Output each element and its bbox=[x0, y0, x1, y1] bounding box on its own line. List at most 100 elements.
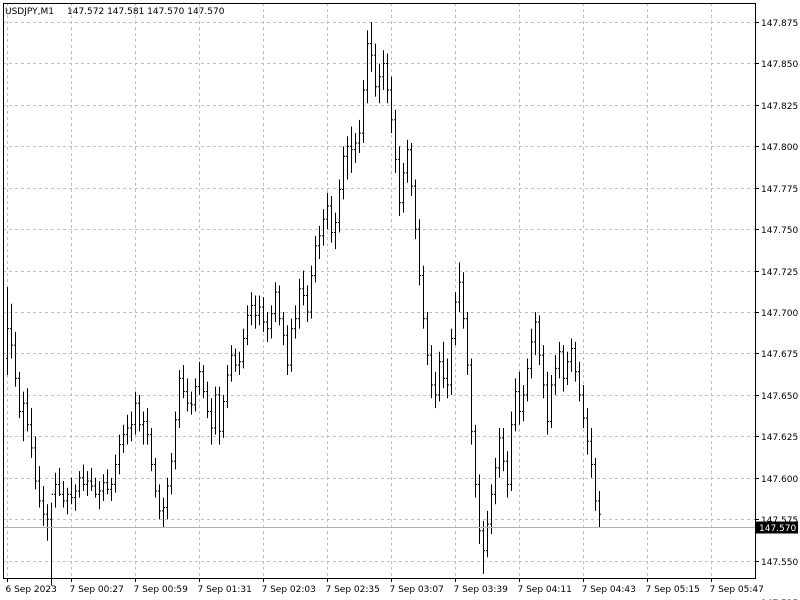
ohlc-bar[interactable] bbox=[354, 133, 357, 163]
ohlc-bar[interactable] bbox=[22, 391, 25, 442]
ohlc-bar[interactable] bbox=[462, 272, 465, 329]
ohlc-bar[interactable] bbox=[154, 457, 157, 498]
ohlc-bar[interactable] bbox=[190, 391, 193, 415]
ohlc-bar[interactable] bbox=[78, 471, 81, 498]
ohlc-bar[interactable] bbox=[362, 80, 365, 144]
ohlc-bar[interactable] bbox=[578, 361, 581, 402]
ohlc-bar[interactable] bbox=[174, 411, 177, 470]
ohlc-bar[interactable] bbox=[566, 351, 569, 385]
ohlc-bar[interactable] bbox=[90, 467, 93, 492]
ohlc-bar[interactable] bbox=[230, 345, 233, 382]
ohlc-bar[interactable] bbox=[150, 428, 153, 472]
ohlc-bar[interactable] bbox=[550, 375, 553, 429]
ohlc-bar[interactable] bbox=[538, 315, 541, 366]
ohlc-bar[interactable] bbox=[318, 225, 321, 260]
ohlc-bar[interactable] bbox=[214, 386, 217, 435]
ohlc-bar[interactable] bbox=[586, 408, 589, 455]
ohlc-bar[interactable] bbox=[414, 179, 417, 240]
ohlc-bar[interactable] bbox=[70, 477, 73, 505]
price-axis[interactable]: 147.875 147.850 147.825 147.800 147.775 147.7… bbox=[755, 19, 798, 600]
ohlc-bar[interactable] bbox=[198, 361, 201, 395]
ohlc-bar[interactable] bbox=[530, 328, 533, 379]
ohlc-bar[interactable] bbox=[558, 341, 561, 379]
ohlc-bar[interactable] bbox=[138, 394, 141, 432]
ohlc-bar[interactable] bbox=[426, 312, 429, 366]
ohlc-bar[interactable] bbox=[458, 262, 461, 313]
ohlc-bar[interactable] bbox=[126, 414, 129, 445]
ohlc-bar[interactable] bbox=[242, 328, 245, 369]
ohlc-bar[interactable] bbox=[218, 386, 221, 445]
ohlc-bar[interactable] bbox=[182, 365, 185, 399]
ohlc-bar[interactable] bbox=[410, 143, 413, 197]
ohlc-bar[interactable] bbox=[274, 282, 277, 322]
ohlc-bar[interactable] bbox=[302, 270, 305, 306]
ohlc-bar[interactable] bbox=[254, 295, 257, 329]
ohlc-bar[interactable] bbox=[282, 312, 285, 346]
ohlc-bar[interactable] bbox=[314, 235, 317, 283]
ohlc-bar[interactable] bbox=[430, 345, 433, 399]
ohlc-bar[interactable] bbox=[106, 469, 109, 495]
ohlc-bar[interactable] bbox=[358, 119, 361, 153]
ohlc-bar[interactable] bbox=[194, 378, 197, 412]
ohlc-bar[interactable] bbox=[290, 318, 293, 372]
ohlc-bar[interactable] bbox=[122, 424, 125, 453]
ohlc-bar[interactable] bbox=[510, 411, 513, 492]
ohlc-bar[interactable] bbox=[206, 381, 209, 419]
ohlc-bar[interactable] bbox=[322, 209, 325, 246]
ohlc-bar[interactable] bbox=[14, 331, 17, 387]
ohlc-bar[interactable] bbox=[590, 428, 593, 478]
ohlc-bar[interactable] bbox=[326, 192, 329, 230]
ohlc-bar[interactable] bbox=[162, 497, 165, 528]
ohlc-bar[interactable] bbox=[114, 454, 117, 493]
ohlc-bar[interactable] bbox=[574, 341, 577, 382]
ohlc-bar[interactable] bbox=[450, 328, 453, 395]
ohlc-bar[interactable] bbox=[170, 452, 173, 495]
ohlc-bar[interactable] bbox=[378, 63, 381, 104]
ohlc-bar[interactable] bbox=[494, 457, 497, 505]
ohlc-bar[interactable] bbox=[478, 474, 481, 545]
ohlc-bar[interactable] bbox=[390, 76, 393, 134]
ohlc-bar[interactable] bbox=[382, 50, 385, 90]
ohlc-bar[interactable] bbox=[186, 378, 189, 412]
ohlc-bar[interactable] bbox=[486, 510, 489, 558]
ohlc-bar[interactable] bbox=[394, 109, 397, 173]
ohlc-bar[interactable] bbox=[74, 484, 77, 511]
ohlc-bar[interactable] bbox=[46, 504, 49, 541]
ohlc-bar[interactable] bbox=[562, 345, 565, 392]
ohlc-bar[interactable] bbox=[366, 30, 369, 104]
ohlc-bar[interactable] bbox=[334, 212, 337, 250]
ohlc-bar[interactable] bbox=[278, 285, 281, 326]
ohlc-bar[interactable] bbox=[250, 292, 253, 326]
ohlc-bar[interactable] bbox=[498, 428, 501, 478]
ohlc-bar[interactable] bbox=[338, 179, 341, 233]
ohlc-bar[interactable] bbox=[582, 384, 585, 429]
ohlc-bar[interactable] bbox=[110, 477, 113, 501]
ohlc-bar[interactable] bbox=[34, 436, 37, 490]
ohlc-bar[interactable] bbox=[446, 358, 449, 399]
ohlc-bar[interactable] bbox=[330, 196, 333, 243]
ohlc-bar[interactable] bbox=[42, 486, 45, 526]
ohlc-bar[interactable] bbox=[202, 365, 205, 399]
ohlc-bar[interactable] bbox=[386, 53, 389, 104]
ohlc-bar[interactable] bbox=[118, 434, 121, 475]
ohlc-bar[interactable] bbox=[86, 471, 89, 496]
ohlc-bar[interactable] bbox=[82, 464, 85, 492]
ohlc-bar[interactable] bbox=[546, 371, 549, 435]
ohlc-bar[interactable] bbox=[50, 493, 53, 586]
ohlc-bar[interactable] bbox=[226, 365, 229, 409]
ohlc-bar[interactable] bbox=[10, 303, 13, 359]
ohlc-bar[interactable] bbox=[6, 287, 9, 376]
ohlc-bar[interactable] bbox=[266, 312, 269, 342]
ohlc-bar[interactable] bbox=[342, 146, 345, 200]
ohlc-bar[interactable] bbox=[270, 305, 273, 339]
ohlc-bar[interactable] bbox=[146, 408, 149, 445]
time-axis[interactable]: 6 Sep 2023 7 Sep 00:27 7 Sep 00:59 7 Sep 01… bbox=[6, 578, 764, 595]
ohlc-bar[interactable] bbox=[286, 325, 289, 376]
ohlc-bar[interactable] bbox=[350, 126, 353, 173]
ohlc-bar[interactable] bbox=[62, 481, 65, 508]
ohlc-bar[interactable] bbox=[222, 394, 225, 438]
ohlc-bar[interactable] bbox=[370, 22, 373, 72]
ohlc-bar[interactable] bbox=[158, 484, 161, 520]
ohlc-bar[interactable] bbox=[518, 371, 521, 425]
